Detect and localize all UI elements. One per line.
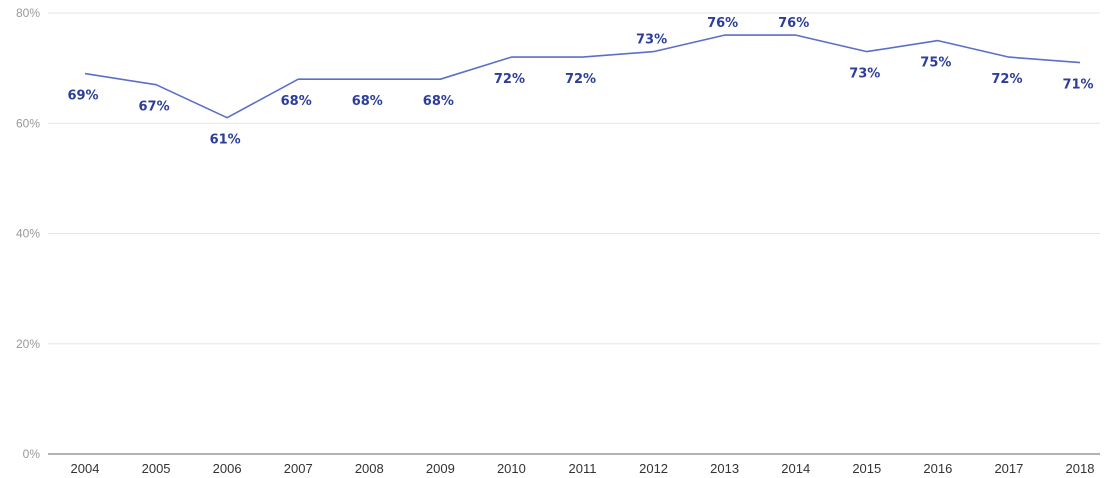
x-tick-label: 2016 <box>923 461 952 476</box>
data-label: 76% <box>707 16 738 31</box>
data-label: 68% <box>352 94 383 109</box>
x-axis-ticks: 2004 2005 2006 2007 2008 2009 2010 2011 2012 2013… <box>71 461 1095 476</box>
data-label: 68% <box>423 94 454 109</box>
x-tick-label: 2009 <box>426 461 455 476</box>
data-label: 69% <box>67 89 98 104</box>
data-label: 72% <box>494 72 525 87</box>
data-label: 73% <box>636 33 667 48</box>
data-label: 72% <box>565 72 596 87</box>
y-tick-label: 0% <box>23 447 41 461</box>
data-labels: 69% 67% 61% 68% 68% 68% 72% 72% 73% 76% 76% 73% 75% 7… <box>67 16 1093 148</box>
x-tick-label: 2004 <box>71 461 100 476</box>
y-tick-label: 60% <box>16 116 40 130</box>
x-tick-label: 2008 <box>355 461 384 476</box>
x-tick-label: 2015 <box>852 461 881 476</box>
data-label: 73% <box>849 67 880 82</box>
y-axis-ticks: 0% 20% 40% 60% 80% <box>16 6 40 461</box>
data-label: 71% <box>1062 78 1093 93</box>
x-tick-label: 2010 <box>497 461 526 476</box>
x-tick-label: 2012 <box>639 461 668 476</box>
data-label: 76% <box>778 16 809 31</box>
x-tick-label: 2017 <box>994 461 1023 476</box>
x-tick-label: 2014 <box>781 461 810 476</box>
y-tick-label: 20% <box>16 337 40 351</box>
y-tick-label: 40% <box>16 227 40 241</box>
x-tick-label: 2006 <box>213 461 242 476</box>
x-tick-label: 2011 <box>569 461 597 476</box>
x-tick-label: 2018 <box>1066 461 1095 476</box>
data-label: 61% <box>210 133 241 148</box>
data-label: 72% <box>991 72 1022 87</box>
data-label: 67% <box>139 100 170 115</box>
data-label: 75% <box>920 56 951 71</box>
x-tick-label: 2007 <box>284 461 313 476</box>
x-tick-label: 2005 <box>142 461 171 476</box>
x-tick-label: 2013 <box>710 461 739 476</box>
data-label: 68% <box>281 94 312 109</box>
y-tick-label: 80% <box>16 6 40 20</box>
